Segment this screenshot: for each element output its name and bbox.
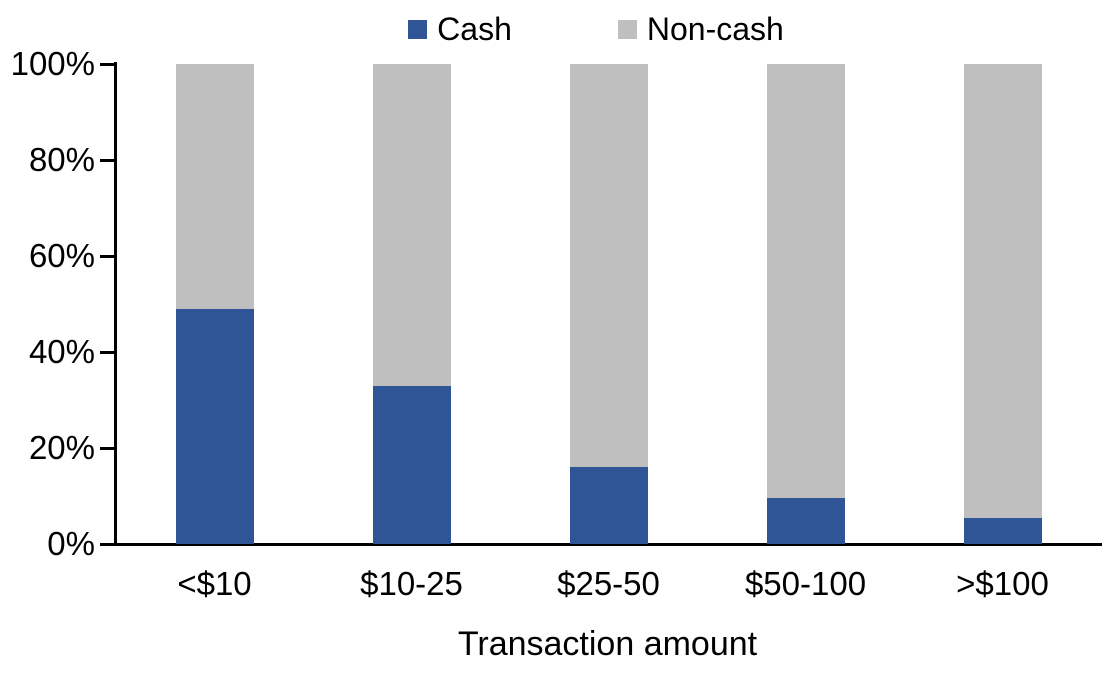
y-axis-tick xyxy=(100,255,115,258)
x-axis-tick-label: >$100 xyxy=(956,565,1049,602)
x-axis-tick-label: <$10 xyxy=(177,565,252,602)
y-axis-tick-label: 40% xyxy=(28,333,95,370)
x-axis-tick-label: $10-25 xyxy=(360,565,463,602)
stacked-bar xyxy=(175,64,254,544)
stacked-bar xyxy=(372,64,451,544)
x-axis-line xyxy=(100,543,1102,546)
stacked-bar xyxy=(963,64,1042,544)
x-axis-title: Transaction amount xyxy=(457,625,758,663)
bar-segment-non-cash xyxy=(766,64,845,499)
legend-item-cash: Cash xyxy=(408,9,512,49)
y-axis-line xyxy=(114,62,117,546)
bar-segment-cash xyxy=(963,517,1042,544)
x-axis-tick-label: $25-50 xyxy=(557,565,660,602)
y-axis-tick xyxy=(100,63,115,66)
x-axis-tick-label: $50-100 xyxy=(744,565,867,602)
legend-item-non-cash: Non-cash xyxy=(617,9,784,49)
bar-segment-cash xyxy=(766,498,845,544)
y-axis-tick xyxy=(100,447,115,450)
bar-segment-non-cash xyxy=(569,64,648,468)
bar-slot xyxy=(313,64,510,544)
bar-segment-non-cash xyxy=(175,64,254,309)
bar-slot xyxy=(510,64,707,544)
plot-area xyxy=(116,64,1101,544)
bar-segment-cash xyxy=(175,308,254,544)
y-axis-tick xyxy=(100,543,115,546)
y-axis-tick-label: 80% xyxy=(28,141,95,178)
stacked-bar xyxy=(569,64,648,544)
x-axis-labels: <$10 $10-25 $25-50 $50-100 >$100 xyxy=(116,564,1101,604)
bar-slot xyxy=(116,64,313,544)
legend-swatch-icon xyxy=(617,19,637,39)
stacked-bar xyxy=(766,64,845,544)
bar-slot xyxy=(904,64,1101,544)
y-axis-tick-label: 20% xyxy=(28,429,95,466)
y-axis-tick xyxy=(100,159,115,162)
legend-label: Non-cash xyxy=(646,11,784,47)
chart-legend: Cash Non-cash xyxy=(45,8,1102,50)
y-axis-tick-label: 100% xyxy=(10,45,95,82)
legend-label: Cash xyxy=(437,11,512,47)
legend-swatch-icon xyxy=(408,19,428,39)
bar-segment-non-cash xyxy=(963,64,1042,518)
bar-segment-cash xyxy=(569,467,648,544)
y-axis-tick xyxy=(100,351,115,354)
y-axis-tick-label: 0% xyxy=(47,525,95,562)
bar-segment-cash xyxy=(372,385,451,544)
bar-segment-non-cash xyxy=(372,64,451,386)
y-axis-tick-label: 60% xyxy=(28,237,95,274)
bar-slot xyxy=(707,64,904,544)
